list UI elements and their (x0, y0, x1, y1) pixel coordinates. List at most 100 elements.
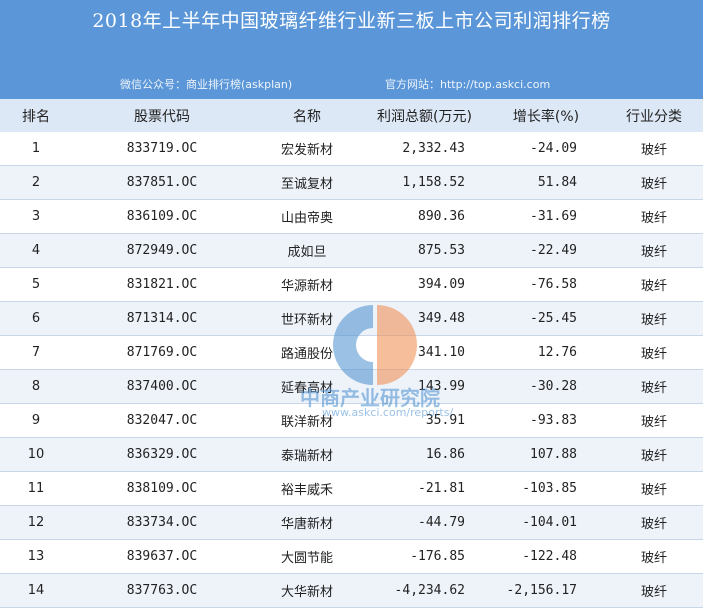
industry-cell: 玻纤 (605, 573, 703, 608)
growth-rate-cell: -76.58 (487, 267, 605, 302)
company-name-cell: 延春高材 (252, 369, 362, 404)
profit-cell: 1,158.52 (362, 165, 487, 200)
growth-rate-cell: -104.01 (487, 505, 605, 540)
industry-cell: 玻纤 (605, 199, 703, 234)
stock-code-cell: 871314.OC (72, 301, 252, 336)
industry-cell: 玻纤 (605, 165, 703, 200)
company-name-cell: 大圆节能 (252, 539, 362, 574)
wechat-account: 微信公众号：商业排行榜(askplan) (120, 78, 293, 91)
rank-cell: 13 (0, 539, 72, 574)
stock-code-cell: 838109.OC (72, 471, 252, 506)
stock-code-cell: 831821.OC (72, 267, 252, 302)
industry-cell: 玻纤 (605, 505, 703, 540)
table-row: 5 831821.OC 华源新材 394.09 -76.58 玻纤 (0, 267, 703, 302)
growth-rate-cell: -103.85 (487, 471, 605, 506)
table-row: 6 871314.OC 世环新材 349.48 -25.45 玻纤 (0, 301, 703, 336)
column-header: 排名 (0, 99, 72, 132)
rank-cell: 2 (0, 165, 72, 200)
company-name-cell: 世环新材 (252, 301, 362, 336)
rank-cell: 6 (0, 301, 72, 336)
column-header: 行业分类 (605, 99, 703, 132)
stock-code-cell: 836109.OC (72, 199, 252, 234)
company-name-cell: 大华新材 (252, 573, 362, 608)
rank-cell: 1 (0, 132, 72, 166)
stock-code-cell: 839637.OC (72, 539, 252, 574)
rank-cell: 11 (0, 471, 72, 506)
profit-cell: -44.79 (362, 505, 487, 540)
industry-cell: 玻纤 (605, 335, 703, 370)
stock-code-cell: 836329.OC (72, 437, 252, 472)
stock-code-cell: 837400.OC (72, 369, 252, 404)
profit-cell: 2,332.43 (362, 132, 487, 166)
profit-cell: -21.81 (362, 471, 487, 506)
company-name-cell: 宏发新材 (252, 132, 362, 166)
profit-cell: 875.53 (362, 233, 487, 268)
table-row: 2 837851.OC 至诚复材 1,158.52 51.84 玻纤 (0, 165, 703, 200)
column-header: 名称 (252, 99, 362, 132)
table-row: 9 832047.OC 联洋新材 35.91 -93.83 玻纤 (0, 403, 703, 438)
profit-cell: 35.91 (362, 403, 487, 438)
industry-cell: 玻纤 (605, 471, 703, 506)
rank-cell: 12 (0, 505, 72, 540)
industry-cell: 玻纤 (605, 267, 703, 302)
stock-code-cell: 871769.OC (72, 335, 252, 370)
title-banner: 2018年上半年中国玻璃纤维行业新三板上市公司利润排行榜 微信公众号：商业排行榜… (0, 0, 703, 99)
company-name-cell: 成如旦 (252, 233, 362, 268)
table-header-row: 排名 股票代码 名称 利润总额(万元) 增长率(%) 行业分类 (0, 99, 703, 132)
table-row: 13 839637.OC 大圆节能 -176.85 -122.48 玻纤 (0, 539, 703, 574)
stock-code-cell: 832047.OC (72, 403, 252, 438)
ranking-table: 排名 股票代码 名称 利润总额(万元) 增长率(%) 行业分类 1 833719.OC 宏发新… (0, 99, 703, 608)
table-row: 11 838109.OC 裕丰威禾 -21.81 -103.85 玻纤 (0, 471, 703, 506)
industry-cell: 玻纤 (605, 539, 703, 574)
industry-cell: 玻纤 (605, 403, 703, 438)
growth-rate-cell: -31.69 (487, 199, 605, 234)
company-name-cell: 泰瑞新材 (252, 437, 362, 472)
profit-cell: 341.10 (362, 335, 487, 370)
rank-cell: 3 (0, 199, 72, 234)
rank-cell: 9 (0, 403, 72, 438)
table-row: 1 833719.OC 宏发新材 2,332.43 -24.09 玻纤 (0, 132, 703, 166)
table-row: 10 836329.OC 泰瑞新材 16.86 107.88 玻纤 (0, 437, 703, 472)
industry-cell: 玻纤 (605, 301, 703, 336)
company-name-cell: 山由帝奥 (252, 199, 362, 234)
table-row: 14 837763.OC 大华新材 -4,234.62 -2,156.17 玻纤 (0, 573, 703, 608)
growth-rate-cell: 51.84 (487, 165, 605, 200)
growth-rate-cell: -2,156.17 (487, 573, 605, 608)
column-header: 增长率(%) (487, 99, 605, 132)
growth-rate-cell: 107.88 (487, 437, 605, 472)
profit-cell: 143.99 (362, 369, 487, 404)
company-name-cell: 裕丰威禾 (252, 471, 362, 506)
rank-cell: 14 (0, 573, 72, 608)
industry-cell: 玻纤 (605, 369, 703, 404)
growth-rate-cell: -25.45 (487, 301, 605, 336)
rank-cell: 10 (0, 437, 72, 472)
company-name-cell: 华源新材 (252, 267, 362, 302)
industry-cell: 玻纤 (605, 233, 703, 268)
table-row: 8 837400.OC 延春高材 143.99 -30.28 玻纤 (0, 369, 703, 404)
growth-rate-cell: -93.83 (487, 403, 605, 438)
stock-code-cell: 837851.OC (72, 165, 252, 200)
profit-cell: -4,234.62 (362, 573, 487, 608)
rank-cell: 5 (0, 267, 72, 302)
rank-cell: 8 (0, 369, 72, 404)
growth-rate-cell: 12.76 (487, 335, 605, 370)
growth-rate-cell: -24.09 (487, 132, 605, 166)
growth-rate-cell: -22.49 (487, 233, 605, 268)
table-row: 3 836109.OC 山由帝奥 890.36 -31.69 玻纤 (0, 199, 703, 234)
industry-cell: 玻纤 (605, 437, 703, 472)
profit-cell: -176.85 (362, 539, 487, 574)
growth-rate-cell: -30.28 (487, 369, 605, 404)
profit-cell: 394.09 (362, 267, 487, 302)
page-title: 2018年上半年中国玻璃纤维行业新三板上市公司利润排行榜 (92, 10, 611, 32)
table-row: 12 833734.OC 华唐新材 -44.79 -104.01 玻纤 (0, 505, 703, 540)
stock-code-cell: 872949.OC (72, 233, 252, 268)
company-name-cell: 路通股份 (252, 335, 362, 370)
rank-cell: 7 (0, 335, 72, 370)
stock-code-cell: 833734.OC (72, 505, 252, 540)
company-name-cell: 至诚复材 (252, 165, 362, 200)
profit-cell: 16.86 (362, 437, 487, 472)
table-row: 4 872949.OC 成如旦 875.53 -22.49 玻纤 (0, 233, 703, 268)
industry-cell: 玻纤 (605, 132, 703, 166)
growth-rate-cell: -122.48 (487, 539, 605, 574)
company-name-cell: 联洋新材 (252, 403, 362, 438)
